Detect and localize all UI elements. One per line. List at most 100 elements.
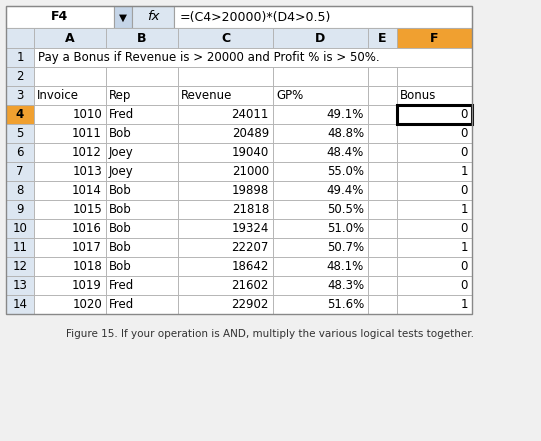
Bar xyxy=(397,28,472,48)
Text: 0: 0 xyxy=(460,260,468,273)
Bar xyxy=(178,181,273,200)
Text: 48.8%: 48.8% xyxy=(327,127,364,140)
Bar xyxy=(368,276,397,295)
Bar xyxy=(34,105,106,124)
Text: GP%: GP% xyxy=(276,89,304,102)
Bar xyxy=(273,276,368,295)
Bar xyxy=(178,257,273,276)
Text: 1018: 1018 xyxy=(72,260,102,273)
Bar xyxy=(273,67,368,86)
Text: 22902: 22902 xyxy=(232,298,269,311)
Text: 1020: 1020 xyxy=(72,298,102,311)
Text: F4: F4 xyxy=(51,11,69,23)
Bar xyxy=(273,105,368,124)
Bar xyxy=(6,143,34,162)
Bar xyxy=(6,162,34,181)
Bar xyxy=(368,143,397,162)
Text: 1016: 1016 xyxy=(72,222,102,235)
Text: 48.3%: 48.3% xyxy=(327,279,364,292)
Text: D: D xyxy=(315,31,326,45)
Text: 6: 6 xyxy=(16,146,24,159)
Text: 48.4%: 48.4% xyxy=(327,146,364,159)
Bar xyxy=(178,162,273,181)
Bar xyxy=(6,6,472,314)
Text: 1010: 1010 xyxy=(72,108,102,121)
Text: 19898: 19898 xyxy=(232,184,269,197)
Text: 22207: 22207 xyxy=(232,241,269,254)
Bar xyxy=(106,28,178,48)
Text: fx: fx xyxy=(147,11,159,23)
Bar xyxy=(106,105,178,124)
Text: 20489: 20489 xyxy=(232,127,269,140)
Text: 50.7%: 50.7% xyxy=(327,241,364,254)
Bar xyxy=(273,200,368,219)
Text: 0: 0 xyxy=(460,279,468,292)
Bar xyxy=(34,219,106,238)
Bar xyxy=(273,86,368,105)
Bar xyxy=(178,200,273,219)
Text: Bob: Bob xyxy=(109,260,132,273)
Bar xyxy=(368,162,397,181)
Text: 49.1%: 49.1% xyxy=(327,108,364,121)
Text: 21818: 21818 xyxy=(232,203,269,216)
Bar xyxy=(34,143,106,162)
Bar xyxy=(6,105,34,124)
Bar xyxy=(368,200,397,219)
Bar xyxy=(397,86,472,105)
Text: 1013: 1013 xyxy=(72,165,102,178)
Text: 1: 1 xyxy=(16,51,24,64)
Text: 1014: 1014 xyxy=(72,184,102,197)
Bar xyxy=(397,257,472,276)
Bar xyxy=(106,238,178,257)
Bar xyxy=(6,219,34,238)
Bar xyxy=(368,238,397,257)
Text: 0: 0 xyxy=(460,108,468,121)
Bar xyxy=(368,105,397,124)
Bar xyxy=(6,276,34,295)
Bar xyxy=(397,105,472,124)
Bar xyxy=(106,276,178,295)
Text: Joey: Joey xyxy=(109,146,134,159)
Text: Revenue: Revenue xyxy=(181,89,233,102)
Bar xyxy=(397,238,472,257)
Text: A: A xyxy=(65,31,75,45)
Bar xyxy=(34,67,106,86)
Bar xyxy=(273,219,368,238)
Text: 48.1%: 48.1% xyxy=(327,260,364,273)
Bar xyxy=(34,295,106,314)
Bar xyxy=(273,28,368,48)
Bar xyxy=(34,48,472,67)
Bar xyxy=(397,276,472,295)
Text: =(C4>20000)*(D4>0.5): =(C4>20000)*(D4>0.5) xyxy=(180,11,332,23)
Bar xyxy=(368,295,397,314)
Text: 55.0%: 55.0% xyxy=(327,165,364,178)
Bar xyxy=(6,295,34,314)
Bar xyxy=(178,67,273,86)
Bar xyxy=(132,6,174,28)
Bar xyxy=(6,124,34,143)
Bar xyxy=(397,162,472,181)
Bar xyxy=(368,219,397,238)
Bar xyxy=(178,86,273,105)
Text: Bob: Bob xyxy=(109,203,132,216)
Bar xyxy=(178,276,273,295)
Bar xyxy=(178,143,273,162)
Bar xyxy=(273,181,368,200)
Bar xyxy=(34,28,106,48)
Text: 1: 1 xyxy=(460,203,468,216)
Text: Invoice: Invoice xyxy=(37,89,79,102)
Text: Bob: Bob xyxy=(109,184,132,197)
Text: 1: 1 xyxy=(460,241,468,254)
Text: 24011: 24011 xyxy=(232,108,269,121)
Bar xyxy=(34,124,106,143)
Text: 2: 2 xyxy=(16,70,24,83)
Text: Bob: Bob xyxy=(109,222,132,235)
Bar xyxy=(397,143,472,162)
Text: E: E xyxy=(378,31,387,45)
Bar xyxy=(34,86,106,105)
Text: 4: 4 xyxy=(16,108,24,121)
Text: Pay a Bonus if Revenue is > 20000 and Profit % is > 50%.: Pay a Bonus if Revenue is > 20000 and Pr… xyxy=(38,51,380,64)
Bar xyxy=(6,181,34,200)
Bar xyxy=(6,67,34,86)
Text: 3: 3 xyxy=(16,89,24,102)
